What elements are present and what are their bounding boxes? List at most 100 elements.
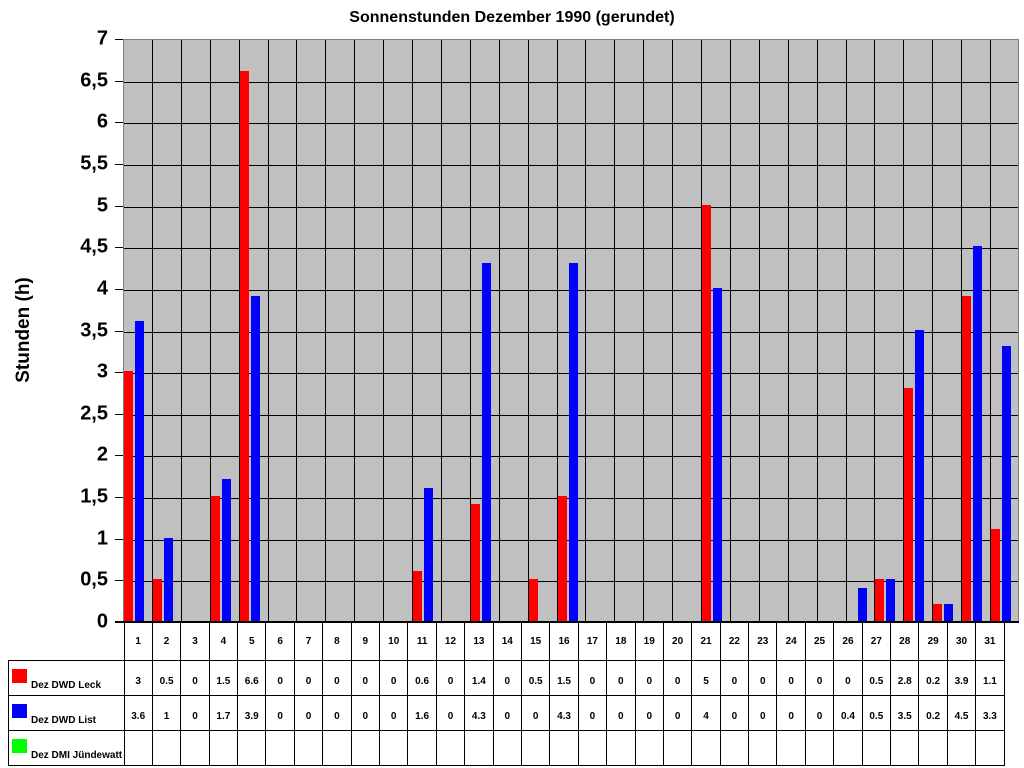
x-category-label: 23: [748, 622, 778, 661]
gridline-horizontal: [124, 123, 1018, 125]
table-cell: 0: [293, 695, 324, 731]
bar-list-day-2: [163, 537, 173, 621]
x-category-label: 3: [180, 622, 210, 661]
table-cell: 0: [577, 695, 608, 731]
x-category-label: 2: [151, 622, 182, 661]
table-cell: 1.6: [407, 695, 437, 731]
gridline-vertical: [383, 40, 385, 621]
table-cell: 1.7: [208, 695, 239, 731]
table-cell: 0: [662, 695, 693, 731]
bar-leck-day-29: [933, 604, 943, 621]
table-cell: 0: [776, 660, 806, 696]
bar-leck-day-21: [702, 204, 712, 621]
y-tick-label: 2: [96, 443, 108, 466]
y-tick-label: 6,5: [80, 69, 108, 92]
bar-list-day-26: [857, 587, 867, 621]
x-category-label: 24: [776, 622, 806, 661]
table-cell: 0: [719, 660, 750, 696]
bar-list-day-27: [886, 579, 896, 621]
table-cell: 0: [322, 695, 352, 731]
table-cell: 5: [691, 660, 721, 696]
x-category-label: 22: [719, 622, 750, 661]
table-cell: 0: [379, 660, 409, 696]
table-cell: 0.6: [407, 660, 437, 696]
gridline-vertical: [990, 40, 992, 621]
table-cell: [975, 730, 1005, 766]
table-cell: 0: [606, 660, 636, 696]
y-tick-mark: [115, 580, 123, 582]
y-tick-mark: [115, 163, 123, 165]
table-cell: 0: [634, 660, 664, 696]
table-cell: [237, 730, 267, 766]
legend-swatch-icon: [12, 704, 27, 718]
table-cell: [407, 730, 437, 766]
legend-entry: Dez DWD Leck: [8, 660, 125, 696]
y-tick-label: 3: [96, 360, 108, 383]
table-cell: 1: [151, 695, 182, 731]
y-tick-label: 0,5: [80, 568, 108, 591]
table-cell: 0: [435, 660, 466, 696]
bar-leck-day-16: [557, 496, 567, 621]
gridline-vertical: [238, 40, 240, 621]
table-cell: 0: [520, 695, 551, 731]
x-category-label: 26: [833, 622, 863, 661]
gridline-vertical: [151, 40, 153, 621]
y-tick-label: 4: [96, 277, 108, 300]
bar-list-day-1: [135, 321, 144, 621]
table-cell: 0.5: [151, 660, 182, 696]
bar-list-day-13: [481, 262, 491, 621]
table-row: Dez DMI Jündewatt: [8, 730, 1005, 766]
table-cell: [719, 730, 750, 766]
gridline-vertical: [296, 40, 298, 621]
table-cell: 0.2: [918, 695, 948, 731]
table-cell: 0.4: [833, 695, 863, 731]
table-cell: 0: [293, 660, 324, 696]
table-cell: 0: [265, 695, 295, 731]
gridline-vertical: [845, 40, 847, 621]
y-tick-mark: [115, 538, 123, 540]
table-cell: [890, 730, 920, 766]
table-cell: [918, 730, 948, 766]
gridline-horizontal: [124, 164, 1018, 166]
table-cell: [606, 730, 636, 766]
y-tick-mark: [115, 205, 123, 207]
legend-label: Dez DWD List: [31, 715, 96, 726]
y-tick-label: 1,5: [80, 485, 108, 508]
table-cell: 0: [180, 695, 210, 731]
table-cell: 0.5: [861, 660, 892, 696]
x-category-label: 7: [293, 622, 324, 661]
bar-leck-day-13: [470, 504, 480, 621]
y-tick-mark: [115, 247, 123, 249]
bar-leck-day-4: [210, 496, 220, 621]
table-cell: 0: [804, 695, 835, 731]
y-tick-mark: [115, 122, 123, 124]
y-tick-mark: [115, 39, 123, 40]
x-category-label: 12: [435, 622, 466, 661]
table-cell: [151, 730, 182, 766]
table-cell: [833, 730, 863, 766]
gridline-vertical: [180, 40, 182, 621]
bar-leck-day-11: [413, 571, 423, 621]
legend-entry: Dez DWD List: [8, 695, 125, 731]
table-cell: [520, 730, 551, 766]
table-cell: 0: [265, 660, 295, 696]
y-tick-label: 5: [96, 194, 108, 217]
table-cell: 3.6: [123, 695, 153, 731]
bar-list-day-16: [568, 262, 578, 621]
table-cell: [691, 730, 721, 766]
table-cell: [293, 730, 324, 766]
bar-list-day-28: [915, 329, 925, 621]
bar-leck-day-31: [991, 529, 1001, 621]
legend-entry: Dez DMI Jündewatt: [8, 730, 125, 766]
y-tick-label: 4,5: [80, 235, 108, 258]
table-cell: 4.5: [946, 695, 977, 731]
bar-list-day-5: [250, 296, 260, 621]
bar-leck-day-15: [528, 579, 538, 621]
table-cell: [492, 730, 522, 766]
bar-list-day-21: [713, 287, 723, 621]
x-category-label: 25: [804, 622, 835, 661]
table-cell: 0: [492, 660, 522, 696]
table-cell: 3.9: [946, 660, 977, 696]
table-row: Dez DWD List 3.6 1 0 1.7 3.9 0 0 0 0 0 1.6 0 4.3 0 0 4.3…: [8, 695, 1005, 731]
gridline-horizontal: [124, 248, 1018, 250]
